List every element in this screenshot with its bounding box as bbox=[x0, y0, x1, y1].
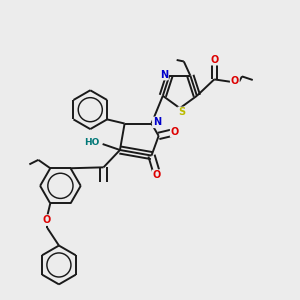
Text: O: O bbox=[43, 215, 51, 225]
Text: N: N bbox=[153, 117, 161, 127]
Text: O: O bbox=[153, 170, 161, 180]
Text: O: O bbox=[171, 127, 179, 137]
Text: HO: HO bbox=[84, 138, 100, 147]
Text: O: O bbox=[210, 55, 218, 65]
Text: O: O bbox=[231, 76, 239, 86]
Text: S: S bbox=[178, 107, 185, 117]
Text: N: N bbox=[160, 70, 168, 80]
